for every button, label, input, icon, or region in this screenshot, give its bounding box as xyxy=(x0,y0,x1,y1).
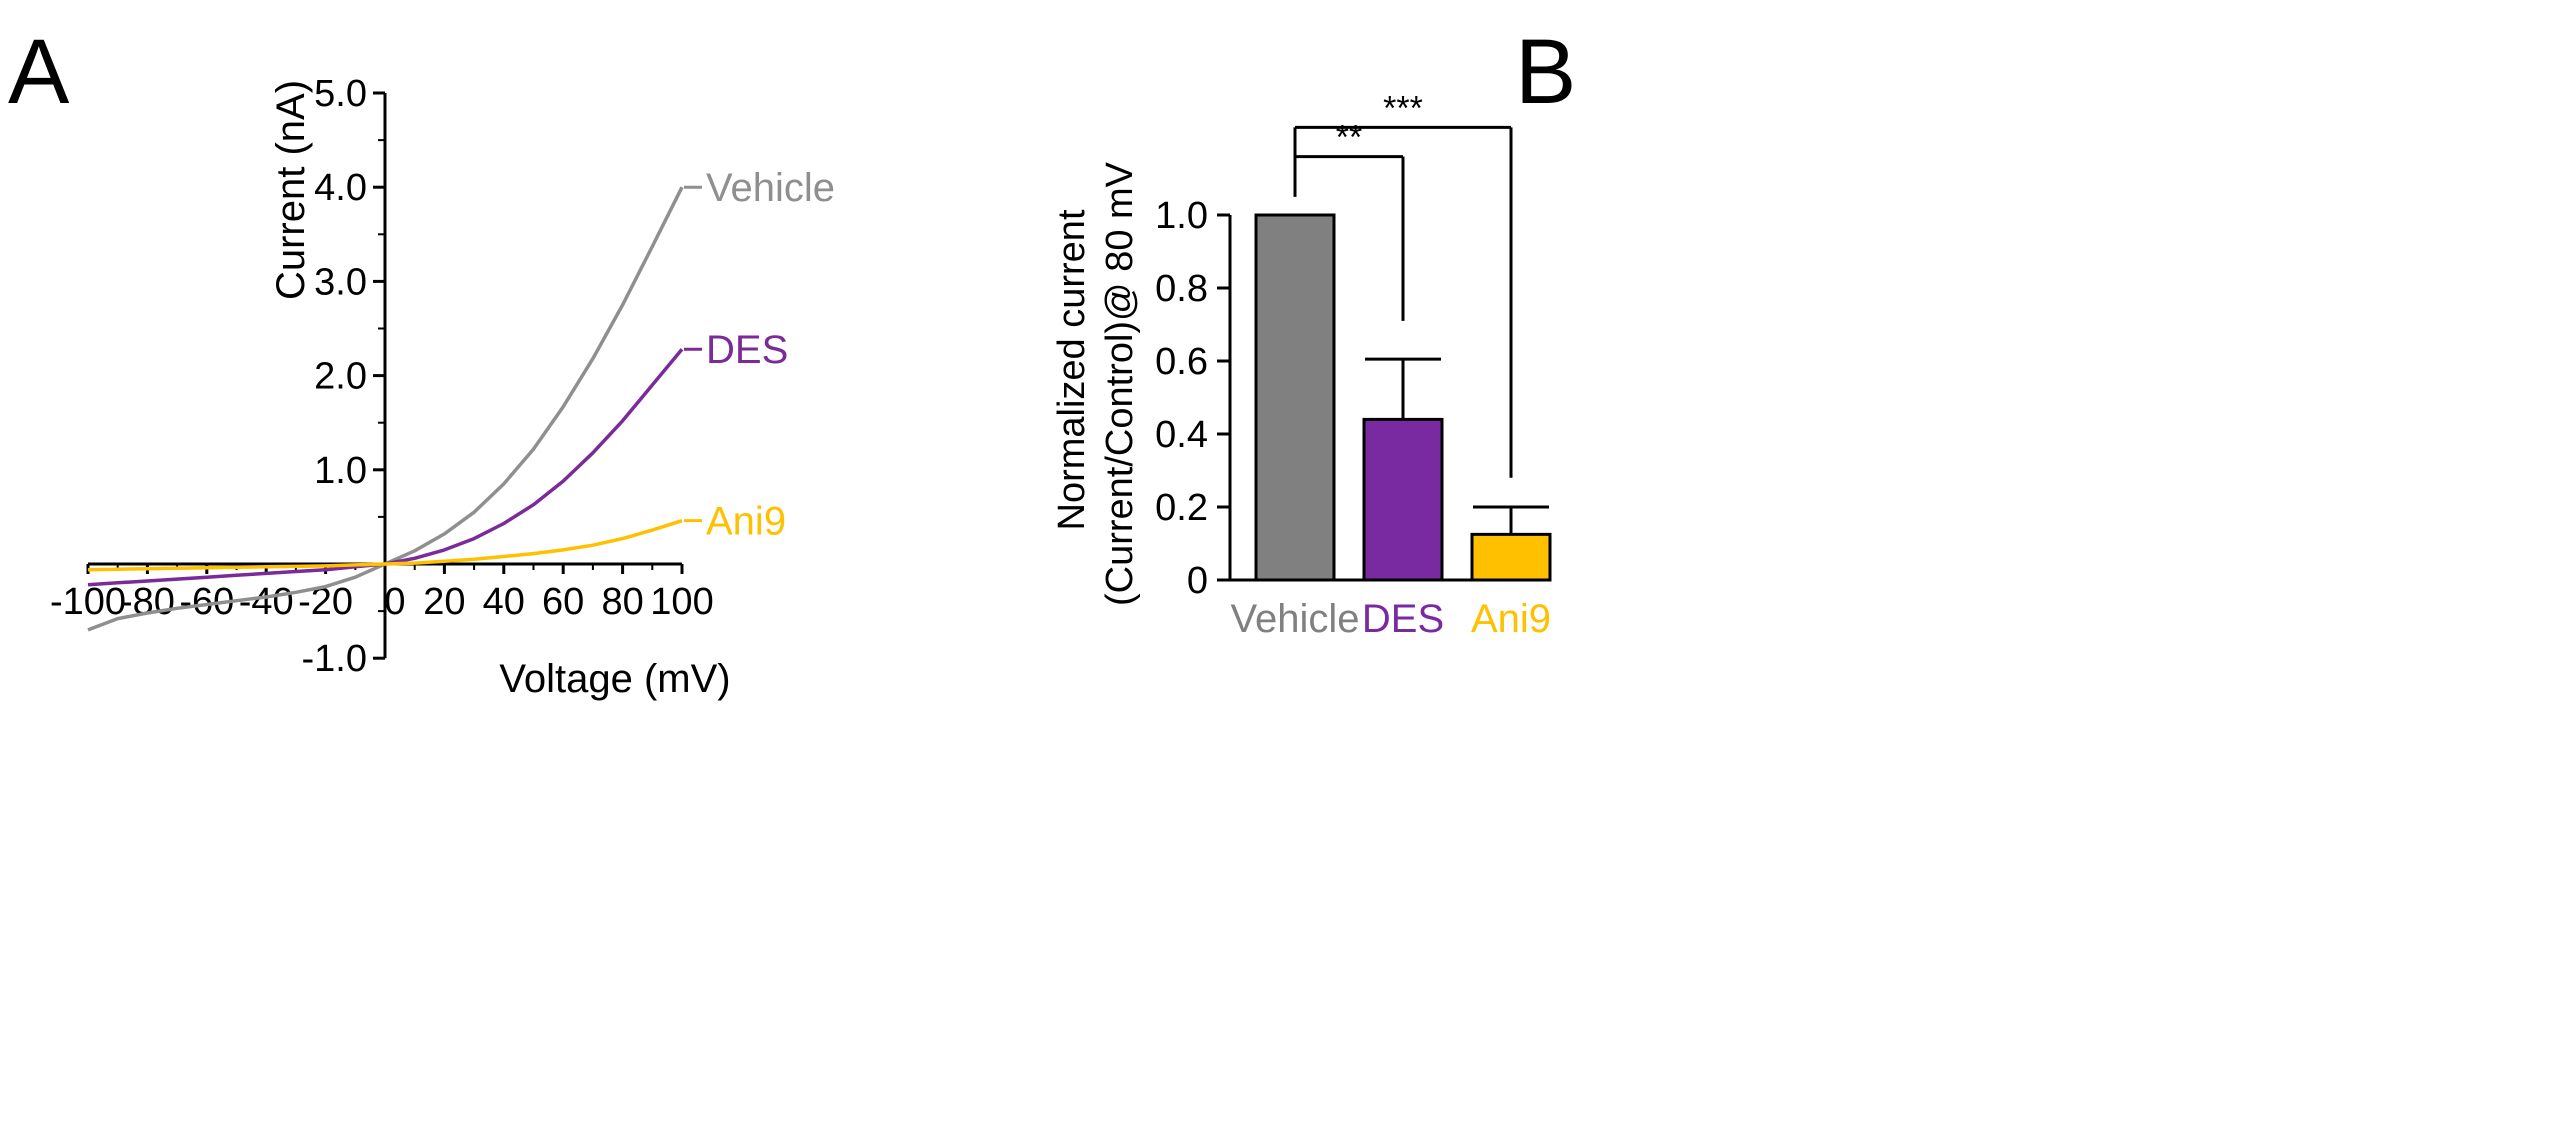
chart-a-iv-curves: -1.01.02.03.04.05.0-100-80 -60 -40 -20 0 20 40… xyxy=(50,73,835,701)
y-tick-label: 5.0 xyxy=(314,73,367,115)
series-label-vehicle: Vehicle xyxy=(706,166,835,210)
y-axis-title-line1: Normalized current xyxy=(1051,209,1093,530)
y-tick-label: -1.0 xyxy=(302,638,367,680)
y-tick-label: 1.0 xyxy=(314,450,367,492)
y-tick-label: 4.0 xyxy=(314,167,367,209)
category-label-vehicle: Vehicle xyxy=(1231,597,1360,641)
panel-a-label: A xyxy=(8,21,70,123)
x-tick-label: -40 xyxy=(239,581,294,623)
bar-des xyxy=(1362,417,1444,582)
bar-vehicle xyxy=(1254,213,1336,582)
category-label-ani9: Ani9 xyxy=(1471,597,1551,641)
y-tick-label: 3.0 xyxy=(314,261,367,303)
x-tick-label: 60 xyxy=(542,581,584,623)
x-tick-label: 0 xyxy=(384,581,405,623)
y-tick-label: 0.8 xyxy=(1155,268,1208,310)
x-tick-label: 100 xyxy=(650,581,713,623)
significance-label: ** xyxy=(1336,119,1362,157)
series-label-ani9: Ani9 xyxy=(706,500,786,544)
x-tick-label: -100 xyxy=(50,581,126,623)
series-line-ani9 xyxy=(87,519,683,572)
y-axis-title-line2: (Current/Control)@ 80 mV xyxy=(1099,161,1141,606)
chart-b-normalized-current-bars: 0 0.2 0.4 0.6 0.8 1.0 Normalized current (Curre… xyxy=(1051,89,1552,641)
series-label-des: DES xyxy=(706,328,788,372)
y-tick-label: 0 xyxy=(1187,560,1208,602)
x-tick-label: 80 xyxy=(601,581,643,623)
bar-ani9 xyxy=(1470,532,1552,582)
y-tick-label: 1.0 xyxy=(1155,195,1208,237)
y-tick-label: 0.6 xyxy=(1155,341,1208,383)
x-axis-title: Voltage (mV) xyxy=(499,657,730,701)
category-label-des: DES xyxy=(1362,597,1444,641)
significance-label: *** xyxy=(1383,89,1423,127)
y-tick-label: 2.0 xyxy=(314,356,367,398)
y-tick-label: 0.4 xyxy=(1155,414,1208,456)
y-tick-label: 0.2 xyxy=(1155,487,1208,529)
panel-b-label: B xyxy=(1515,21,1576,123)
x-tick-label: 40 xyxy=(483,581,525,623)
y-axis-title: Current (nA) xyxy=(269,80,313,300)
x-tick-label: 20 xyxy=(423,581,465,623)
